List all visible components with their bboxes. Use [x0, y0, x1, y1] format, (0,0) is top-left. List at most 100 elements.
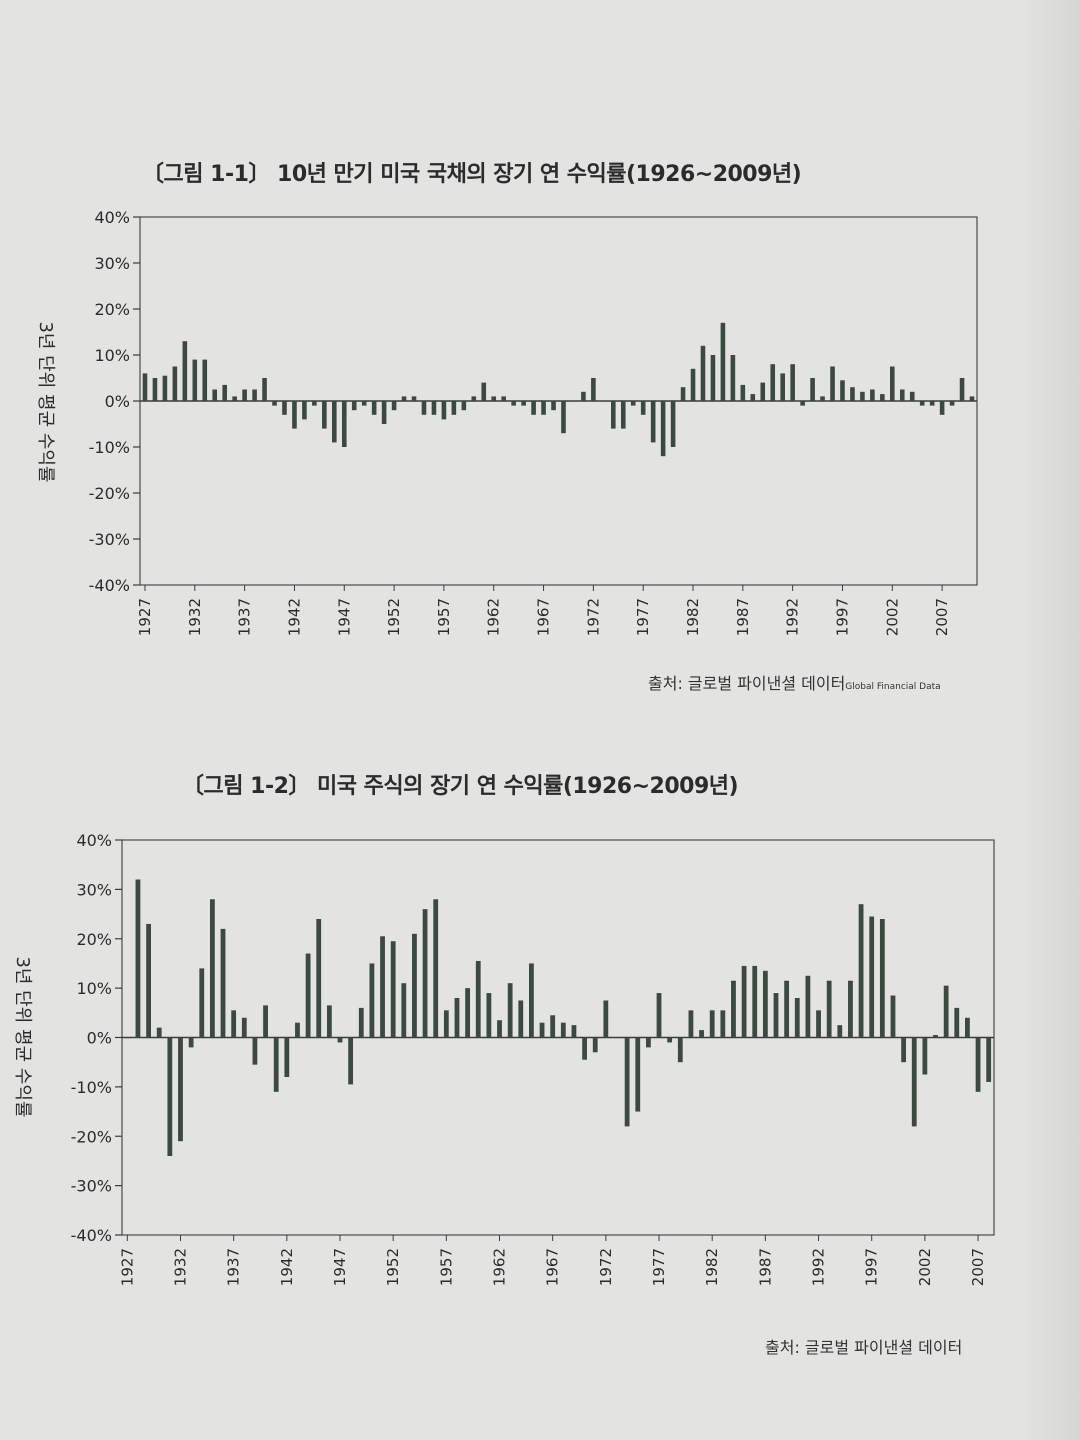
chart-2-bar [954, 1007, 960, 1038]
chart-2-title: 〔그림 1-2〕 미국 주식의 장기 연 수익률(1926~2009년) [182, 774, 739, 799]
chart-1-bar [511, 401, 516, 406]
chart-1-bar [192, 359, 198, 401]
chart-2-y-axis-label: 3년 단위 평균 수익률 [12, 956, 33, 1117]
chart-1-bar [929, 401, 935, 406]
chart-2-bar [645, 1037, 651, 1048]
chart-1-bar [361, 401, 367, 406]
chart-2-bar [486, 993, 492, 1038]
chart-2-bar [220, 928, 226, 1038]
chart-2-bar [901, 1037, 907, 1063]
chart-2-y-tick-label: 0% [87, 1029, 112, 1048]
chart-2-bar [273, 1037, 279, 1092]
chart-1-x-tick-label: 1982 [684, 598, 702, 636]
chart-1-bar [521, 401, 526, 406]
chart-1-y-tick-label: -10% [89, 438, 130, 457]
chart-2-y-tick-label: 40% [76, 831, 112, 850]
chart-1-y-tick-label: 0% [105, 392, 130, 411]
chart-2-bar [879, 919, 885, 1038]
chart-2-bar [614, 1037, 619, 1039]
chart-2-bar [858, 904, 864, 1038]
chart-1-bar [830, 366, 835, 401]
chart-1-bar [272, 401, 277, 406]
chart-1-x-tick-label: 1952 [385, 598, 403, 636]
chart-2-x-tick-label: 1952 [384, 1248, 402, 1286]
chart-1-bar [381, 401, 387, 424]
chart-1-y-axis-label: 3년 단위 평균 수익률 [35, 321, 56, 482]
chart-2-bar [348, 1037, 354, 1085]
chart-1-bar [571, 401, 576, 402]
chart-2-bar [805, 975, 811, 1038]
chart-2-x-tick-label: 2007 [969, 1248, 987, 1286]
chart-2-x-tick-label: 1947 [331, 1248, 349, 1286]
chart-1-title: 〔그림 1-1〕 10년 만기 미국 국채의 장기 연 수익률(1926~200… [142, 162, 802, 187]
chart-1-y-tick-label: -40% [89, 576, 130, 595]
chart-1-bar [949, 401, 955, 406]
chart-1-bar [282, 401, 287, 415]
chart-2-x-tick-label: 1972 [597, 1248, 615, 1286]
chart-1-x-tick-label: 1977 [634, 598, 652, 636]
chart-2-bar [518, 1000, 524, 1038]
chart-2-bar [848, 980, 853, 1038]
chart-2-bar [752, 965, 758, 1038]
chart-2-bar [497, 1020, 502, 1038]
chart-2-bar [401, 983, 407, 1038]
chart-2-bar [709, 1010, 715, 1038]
chart-1-bar [292, 401, 297, 429]
chart-1-bar [860, 391, 865, 401]
chart-1-bar [810, 378, 815, 401]
chart-1-bar [551, 401, 556, 411]
chart-1-source-en: Global Financial Data [845, 682, 941, 692]
chart-1-bar [471, 396, 477, 401]
chart-1-bar [880, 394, 885, 401]
chart-2-bar [869, 916, 875, 1038]
chart-1-bar [152, 378, 158, 401]
chart-1-bar [710, 355, 716, 401]
chart-1-bar [840, 380, 845, 401]
chart-1-y-tick-label: 10% [94, 346, 130, 365]
chart-1-source: 출처: 글로벌 파이낸셜 데이터Global Financial Data [648, 670, 941, 694]
chart-1-x-tick-label: 1962 [485, 598, 503, 636]
chart-1-y-tick-label: -20% [89, 484, 130, 503]
chart-1-bar [919, 401, 925, 406]
chart-2-bar [156, 1027, 162, 1038]
chart-2-x-tick-label: 1967 [544, 1248, 562, 1286]
chart-1-bar [730, 355, 736, 401]
chart-2-bar [592, 1037, 598, 1053]
chart-1-x-tick-label: 1967 [535, 598, 553, 636]
chart-1-bar [790, 364, 795, 401]
chart-1-bar [680, 387, 686, 401]
chart-2-bar [305, 953, 311, 1038]
chart-1-bar [890, 366, 895, 401]
chart-1-bar [371, 401, 377, 415]
chart-1-bar [481, 382, 487, 401]
chart-1-bar [899, 389, 905, 401]
chart-1-source-text: 출처: 글로벌 파이낸셜 데이터 [648, 674, 846, 693]
chart-1-bar [401, 396, 407, 401]
chart-2-bar [199, 968, 205, 1038]
chart-2-x-tick-label: 1962 [491, 1248, 509, 1286]
chart-2-bar [720, 1010, 726, 1038]
chart-2-bar [263, 1005, 268, 1038]
chart-1-bar [232, 396, 237, 401]
chart-1-bar [391, 401, 397, 411]
chart-1-bar [302, 401, 307, 420]
chart-1-bar [601, 401, 606, 402]
chart-2-bar [188, 1037, 194, 1048]
chart-2-bar [539, 1022, 545, 1038]
chart-1-bar [162, 375, 168, 401]
chart-1-bar [611, 401, 616, 429]
chart-2-x-tick-label: 1977 [650, 1248, 668, 1286]
chart-2-bar [794, 998, 800, 1038]
chart-1-bar [939, 401, 945, 415]
chart-1-bar [760, 382, 766, 401]
chart-2-bar [209, 899, 215, 1038]
chart-1-bar [172, 366, 178, 401]
chart-2-bar [784, 980, 790, 1038]
chart-2-bar [422, 909, 428, 1038]
chart-1-bar [242, 389, 247, 401]
chart-2-bar [582, 1037, 587, 1060]
chart-1-x-tick-label: 1957 [435, 598, 453, 636]
chart-1-bar [690, 368, 696, 401]
chart-2-bar [507, 983, 513, 1038]
chart-1-bar [252, 389, 257, 401]
